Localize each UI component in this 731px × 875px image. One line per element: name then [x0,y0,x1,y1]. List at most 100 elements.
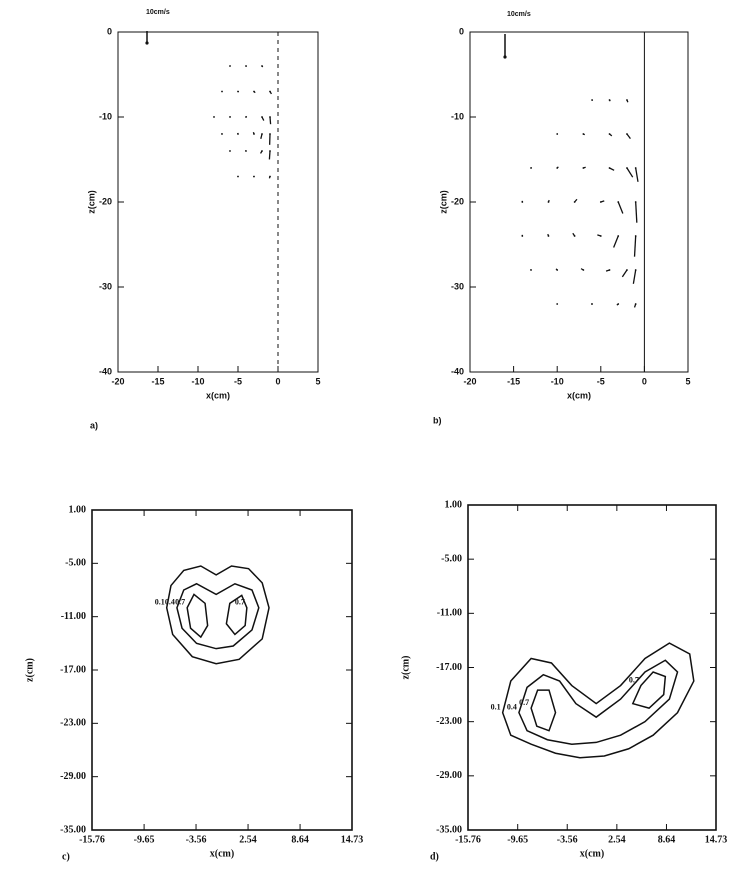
y-tick-label: -5.00 [441,553,462,564]
x-tick-label: -10 [551,376,564,386]
contour-label: 0.4 [165,598,175,607]
vector [617,201,624,214]
vector [260,150,263,154]
vector [572,232,576,237]
reference-arrow-label: 10cm/s [146,9,170,16]
vector [626,167,634,178]
y-axis-label: z(cm) [438,190,448,214]
contour-line [225,594,248,636]
contour-line [176,582,260,650]
x-tick-label: -9.65 [507,834,528,845]
reference-arrow-head [145,41,149,45]
vector [597,234,602,237]
y-tick-label: -40 [451,366,464,376]
plot-frame [467,504,717,831]
vector [583,133,586,136]
y-axis-label: z(cm) [86,190,96,214]
vector [245,65,248,68]
x-tick-label: -20 [463,376,476,386]
y-tick-label: 1.00 [69,504,87,515]
x-tick-label: 14.73 [341,834,364,845]
reference-arrow-label: 10cm/s [507,11,531,18]
y-tick-label: -35.00 [60,824,86,835]
x-tick-label: -15.76 [455,834,481,845]
y-tick-label: -17.00 [436,662,462,673]
y-tick-label: -35.00 [436,824,462,835]
contour-line [186,593,209,639]
y-tick-label: -10 [451,111,464,121]
vector [600,200,605,203]
x-tick-label: 8.64 [291,834,309,845]
vector [547,233,550,237]
vector [269,116,272,125]
vector [580,268,584,271]
y-axis-label: z(cm) [400,656,411,680]
vector [635,167,639,182]
contour-label: 0.4 [507,702,517,711]
vector [261,116,265,121]
x-axis-label: x(cm) [210,848,234,859]
y-tick-label: -11.00 [437,608,462,619]
x-tick-label: -9.65 [134,834,155,845]
y-tick-label: -10 [99,111,112,121]
panel: -15.76 -9.65 -3.56 2.54 8.64 14.73 1.00 -5.00 -1… [400,499,727,862]
x-tick-label: 14.73 [705,834,728,845]
y-tick-label: -29.00 [436,770,462,781]
vector [616,303,619,306]
vector [621,269,628,278]
contour-line [631,671,667,709]
y-tick-label: -30 [99,281,112,291]
contour-line [530,689,557,732]
vector [268,176,271,179]
x-tick-label: 2.54 [608,834,626,845]
vector [609,167,615,171]
x-axis-label: x(cm) [206,390,230,400]
vector [547,199,550,203]
vector [613,235,619,248]
x-tick-label: 5 [315,376,320,386]
y-tick-label: -23.00 [60,718,86,729]
y-tick-label: 0 [459,26,464,36]
x-axis-label: x(cm) [567,390,591,400]
panel-label: c) [62,851,70,862]
vector [260,133,263,139]
vector [633,235,637,257]
plot-frame [91,509,353,831]
x-tick-label: 0 [275,376,280,386]
panel: -15.76 -9.65 -3.56 2.54 8.64 14.73 1.00 -5.00 -1… [24,504,363,862]
contour-label: 0.7 [629,675,639,684]
y-tick-label: -40 [99,366,112,376]
x-axis-label: x(cm) [580,848,604,859]
x-tick-label: 8.64 [658,834,676,845]
vector [555,268,558,271]
panel: -20 -15 -10 -5 0 5 0 -10 -20 -30 -40 x(cm) z(cm) a) 10… [86,9,320,431]
x-tick-label: 5 [685,376,690,386]
y-axis-label: z(cm) [24,658,35,682]
vector [261,65,264,68]
contour-label: 0.1 [155,598,165,607]
y-tick-label: -5.00 [65,558,86,569]
x-tick-label: -3.56 [557,834,578,845]
x-tick-label: -5 [234,376,242,386]
vector [609,133,613,137]
y-tick-label: -30 [451,281,464,291]
vector [605,269,610,272]
vector [626,99,629,103]
y-tick-label: 0 [107,26,112,36]
contour-label: 0.7 [175,598,185,607]
panel-label: b) [433,415,442,425]
vector [583,166,586,169]
panel-label: d) [430,851,439,862]
vector [633,303,637,308]
plot-frame [117,31,319,373]
y-tick-label: -29.00 [60,771,86,782]
vector [632,269,637,284]
panel: -20 -15 -10 -5 0 5 0 -10 -20 -30 -40 x(cm) z(cm) b) 10… [433,11,691,426]
vector [635,201,638,223]
vector [269,91,272,95]
x-tick-label: -15.76 [79,834,105,845]
y-tick-label: -20 [99,196,112,206]
vector [252,131,255,135]
vector [626,133,631,139]
